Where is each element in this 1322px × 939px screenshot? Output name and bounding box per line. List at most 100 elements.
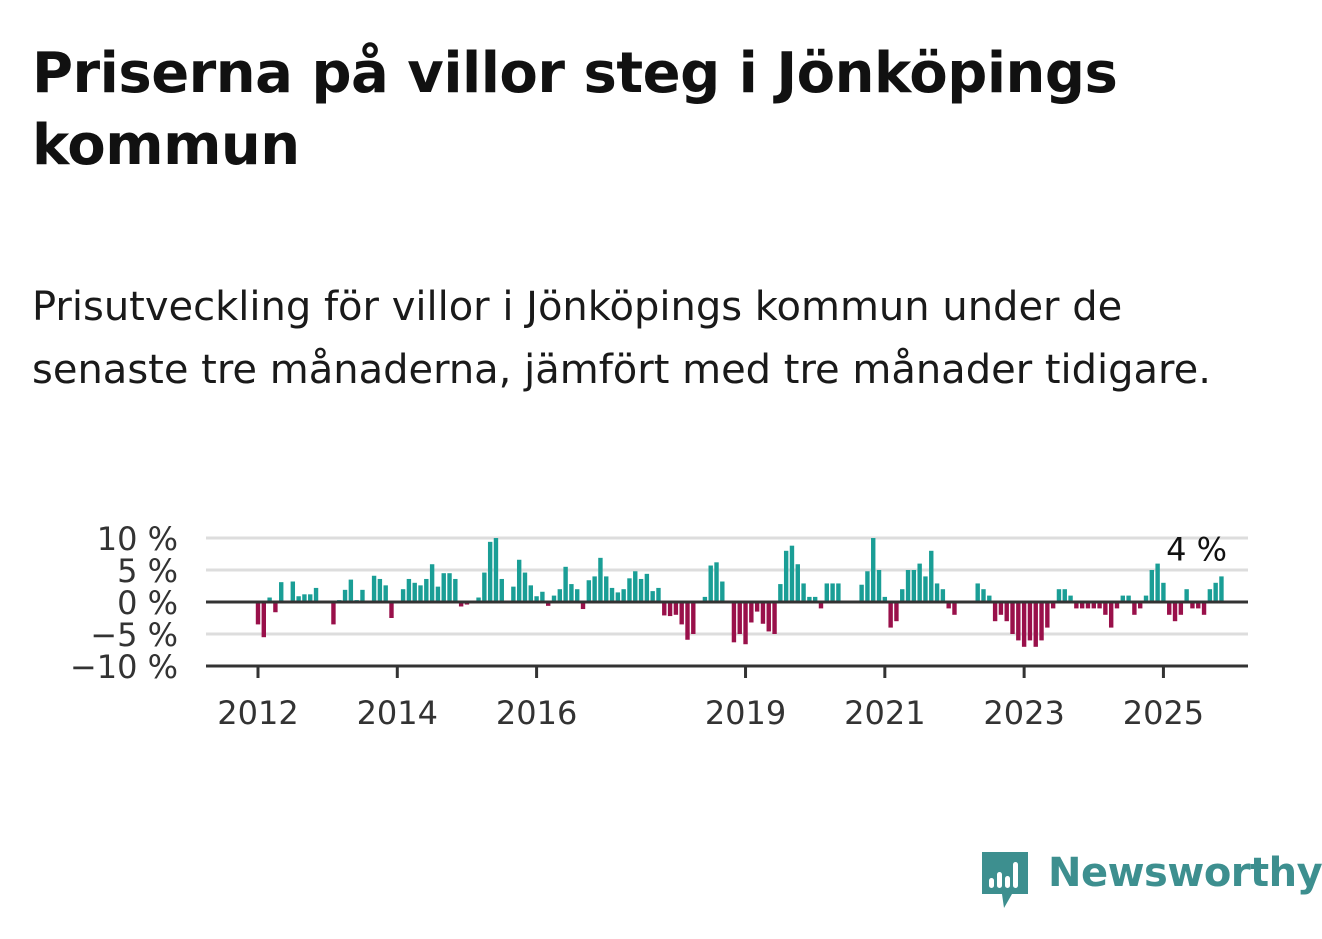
bar	[1108, 602, 1114, 628]
bar	[255, 602, 261, 625]
bar	[702, 596, 708, 602]
bar	[708, 565, 713, 602]
bar	[691, 602, 696, 634]
y-tick-label: 10 %	[97, 520, 178, 558]
bar	[1016, 602, 1021, 641]
bar	[592, 576, 597, 602]
bar	[818, 602, 824, 609]
bar	[453, 578, 458, 602]
bar	[308, 594, 313, 602]
bar	[493, 538, 499, 602]
y-tick-label: −5 %	[90, 616, 178, 654]
bar	[424, 578, 429, 602]
bar	[638, 578, 644, 602]
bar	[900, 589, 905, 602]
bar	[557, 589, 563, 602]
bar	[267, 597, 272, 602]
bar	[905, 570, 911, 602]
axis-labels: 10 %5 %0 %−5 %−10 % 2012 2014 2016 2019 2021 2…	[70, 520, 1227, 732]
bar	[679, 602, 684, 625]
bar	[1056, 589, 1062, 602]
y-tick-label: −10 %	[70, 648, 178, 686]
bar	[1132, 602, 1137, 615]
bar	[447, 573, 452, 602]
bar	[783, 550, 789, 602]
bar	[1062, 589, 1067, 602]
bar	[656, 587, 661, 602]
bar	[894, 602, 899, 622]
bar	[1074, 602, 1079, 609]
bar	[772, 602, 777, 634]
bar	[731, 602, 737, 643]
last-value-label: 4 %	[1166, 530, 1227, 568]
bar	[1126, 595, 1131, 602]
bar	[1068, 595, 1073, 602]
bar	[1004, 602, 1009, 622]
bar	[360, 589, 365, 602]
bar	[563, 566, 568, 602]
bar	[836, 583, 841, 602]
bar	[1161, 582, 1166, 602]
bar	[1190, 602, 1195, 609]
x-tick-label: 2023	[983, 694, 1064, 732]
bar	[1097, 602, 1102, 609]
bar	[627, 578, 632, 602]
bar	[598, 557, 603, 602]
bar	[1039, 602, 1044, 641]
bar	[1120, 595, 1125, 602]
bar	[522, 572, 528, 602]
bar	[760, 602, 766, 624]
bar	[609, 587, 615, 602]
bar	[569, 584, 574, 602]
bar	[313, 587, 319, 602]
bar	[551, 595, 557, 602]
bar	[342, 589, 348, 602]
bar	[795, 564, 800, 602]
bar	[1143, 595, 1149, 602]
bar	[487, 541, 493, 602]
bar	[482, 572, 487, 602]
bar	[1207, 589, 1213, 602]
bar	[458, 602, 464, 607]
bar	[929, 550, 934, 602]
bar	[667, 602, 673, 617]
bar	[1021, 602, 1027, 647]
bar	[516, 559, 522, 602]
y-tick-label: 5 %	[117, 552, 178, 590]
bar	[952, 602, 957, 615]
bar	[389, 602, 394, 618]
bar	[435, 586, 441, 602]
bar	[499, 578, 504, 602]
y-tick-label: 0 %	[117, 584, 178, 622]
bar	[807, 596, 812, 602]
bar	[586, 580, 592, 602]
bar	[662, 602, 667, 616]
bar	[418, 585, 423, 602]
bar	[865, 571, 870, 602]
bar	[575, 589, 580, 602]
bar	[511, 586, 516, 602]
bar	[650, 591, 655, 602]
bar	[604, 576, 609, 602]
bar	[1213, 582, 1218, 602]
bar	[754, 602, 760, 612]
bar	[981, 589, 986, 602]
bar	[1103, 602, 1108, 615]
bar-chart-speech-bubble-icon	[982, 852, 1028, 908]
bar	[377, 578, 383, 602]
bar	[1138, 602, 1143, 609]
bar	[923, 576, 928, 602]
bar-series	[255, 538, 1224, 647]
bar	[1149, 570, 1155, 602]
bar	[371, 575, 377, 602]
x-tick-label: 2025	[1123, 694, 1204, 732]
bar	[992, 602, 998, 622]
bar	[348, 579, 354, 602]
bar	[743, 602, 748, 645]
bar	[859, 584, 864, 602]
bar	[1091, 602, 1096, 609]
bar	[876, 570, 882, 602]
bar	[789, 545, 795, 602]
bar	[302, 594, 307, 602]
brand-name: Newsworthy	[1048, 850, 1322, 896]
